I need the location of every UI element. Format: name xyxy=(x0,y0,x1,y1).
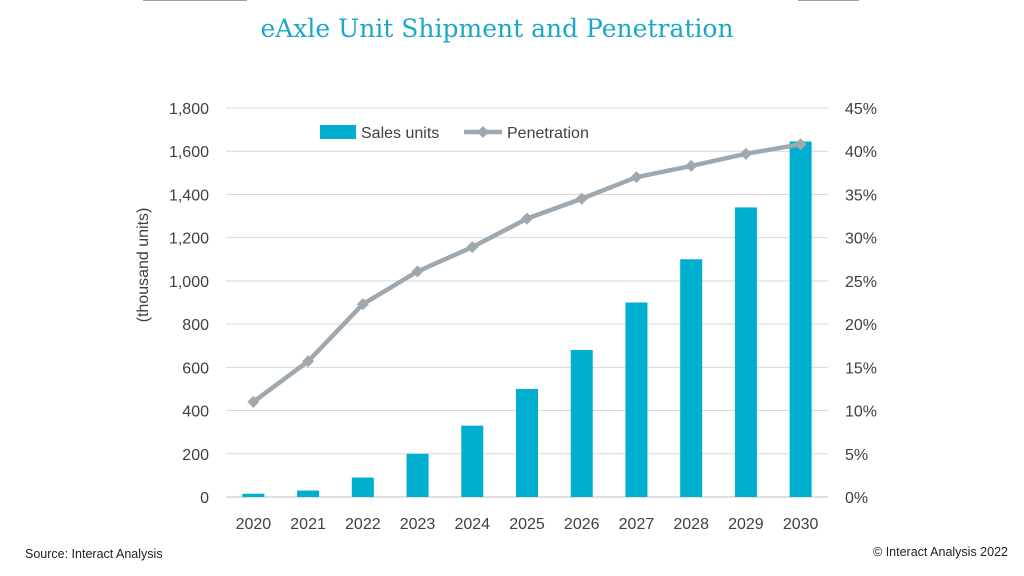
penetration-point xyxy=(411,265,424,278)
penetration-point xyxy=(356,298,369,311)
penetration-point xyxy=(247,395,260,408)
bar-sales-units xyxy=(789,141,812,497)
y2-tick-label: 30% xyxy=(845,231,877,248)
bar-sales-units xyxy=(625,302,648,497)
bar-sales-units xyxy=(297,490,320,497)
x-tick-label: 2025 xyxy=(509,516,545,533)
bar-sales-units xyxy=(570,350,593,497)
chart-title: eAxle Unit Shipment and Penetration xyxy=(260,14,734,43)
penetration-point xyxy=(521,212,533,225)
penetration-point xyxy=(630,171,643,184)
y-tick-label: 1,400 xyxy=(169,187,209,204)
x-tick-label: 2021 xyxy=(290,516,326,533)
x-tick-label: 2029 xyxy=(728,516,764,533)
y2-tick-label: 45% xyxy=(845,101,877,118)
y-tick-label: 800 xyxy=(182,317,209,334)
y-tick-label: 1,000 xyxy=(169,274,209,291)
bar-sales-units xyxy=(516,388,538,497)
y2-tick-label: 15% xyxy=(845,360,877,377)
bar-sales-units xyxy=(734,207,757,497)
y-tick-label: 400 xyxy=(182,404,209,421)
x-tick-label: 2022 xyxy=(345,516,381,533)
bar-sales-units xyxy=(680,259,703,497)
y-tick-label: 0 xyxy=(200,490,209,507)
y2-tick-label: 0% xyxy=(845,490,868,507)
x-tick-label: 2027 xyxy=(619,516,655,533)
y-tick-label: 1,200 xyxy=(169,231,209,248)
copyright-note: © Interact Analysis 2022 xyxy=(873,545,1008,559)
bar-sales-units xyxy=(351,477,374,497)
bar-sales-units xyxy=(242,493,265,497)
x-tick-label: 2028 xyxy=(673,516,709,533)
penetration-point xyxy=(302,355,315,368)
x-tick-label: 2024 xyxy=(454,516,490,533)
legend-label-penetration: Penetration xyxy=(507,125,589,142)
y-tick-label: 1,800 xyxy=(169,101,209,118)
source-note: Source: Interact Analysis xyxy=(25,547,163,561)
penetration-point xyxy=(739,147,752,160)
y2-tick-label: 25% xyxy=(845,274,877,291)
y2-tick-label: 10% xyxy=(845,404,877,421)
y2-tick-label: 5% xyxy=(845,447,868,464)
penetration-point xyxy=(575,192,588,205)
top-rule-left xyxy=(143,0,247,1)
bar-sales-units xyxy=(461,425,484,497)
x-tick-label: 2030 xyxy=(783,516,819,533)
penetration-point xyxy=(685,159,698,172)
y-tick-label: 600 xyxy=(182,360,209,377)
penetration-line xyxy=(252,142,802,404)
legend-swatch-sales-units xyxy=(320,125,356,139)
top-rule-right xyxy=(798,0,859,1)
legend-marker-penetration xyxy=(477,126,489,138)
x-tick-label: 2026 xyxy=(564,516,600,533)
y2-tick-label: 35% xyxy=(845,187,877,204)
y-axis-label: (thousand units) xyxy=(135,208,152,323)
penetration-point xyxy=(794,138,807,151)
bar-sales-units xyxy=(406,453,429,497)
y-tick-label: 200 xyxy=(182,447,209,464)
y2-tick-label: 20% xyxy=(845,317,877,334)
y2-tick-label: 40% xyxy=(845,144,877,161)
y-tick-label: 1,600 xyxy=(169,144,209,161)
x-tick-label: 2020 xyxy=(236,516,272,533)
legend-label-sales-units: Sales units xyxy=(361,125,439,142)
penetration-point xyxy=(466,241,479,254)
x-tick-label: 2023 xyxy=(400,516,436,533)
